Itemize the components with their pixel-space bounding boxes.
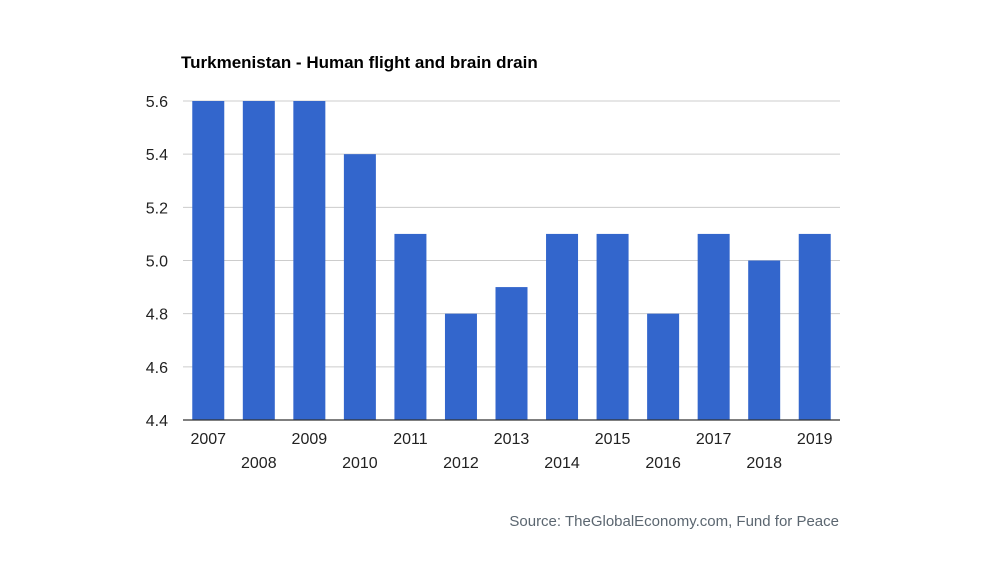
bar bbox=[495, 287, 528, 420]
x-tick-label: 2012 bbox=[443, 455, 479, 472]
bar bbox=[192, 101, 225, 420]
x-tick-label: 2010 bbox=[342, 455, 378, 472]
x-tick-label: 2017 bbox=[696, 431, 732, 448]
bar bbox=[647, 313, 680, 420]
x-tick-label: 2019 bbox=[797, 431, 833, 448]
y-tick-label: 5.4 bbox=[146, 147, 168, 164]
x-tick-label: 2011 bbox=[393, 431, 428, 448]
bar bbox=[343, 154, 376, 420]
x-tick-label: 2014 bbox=[544, 455, 580, 472]
bar bbox=[596, 233, 629, 420]
y-tick-label: 5.2 bbox=[146, 200, 168, 217]
y-tick-label: 4.4 bbox=[146, 413, 168, 430]
bar bbox=[444, 313, 477, 420]
bar bbox=[798, 233, 831, 420]
bar bbox=[394, 233, 427, 420]
y-tick-label: 4.6 bbox=[146, 360, 168, 377]
x-tick-label: 2008 bbox=[241, 455, 277, 472]
y-tick-label: 5.0 bbox=[146, 254, 168, 271]
bar bbox=[546, 233, 579, 420]
y-tick-label: 4.8 bbox=[146, 307, 168, 324]
x-tick-label: 2015 bbox=[595, 431, 631, 448]
x-tick-label: 2013 bbox=[494, 431, 530, 448]
bar bbox=[697, 233, 730, 420]
bar bbox=[748, 260, 781, 420]
x-tick-label: 2009 bbox=[292, 431, 328, 448]
x-tick-label: 2007 bbox=[190, 431, 226, 448]
y-tick-label: 5.6 bbox=[146, 94, 168, 111]
bar bbox=[293, 101, 326, 420]
x-tick-label: 2018 bbox=[746, 455, 782, 472]
source-note: Source: TheGlobalEconomy.com, Fund for P… bbox=[509, 513, 839, 530]
chart-title: Turkmenistan - Human flight and brain dr… bbox=[181, 53, 538, 72]
x-tick-label: 2016 bbox=[645, 455, 681, 472]
bar bbox=[242, 101, 275, 420]
